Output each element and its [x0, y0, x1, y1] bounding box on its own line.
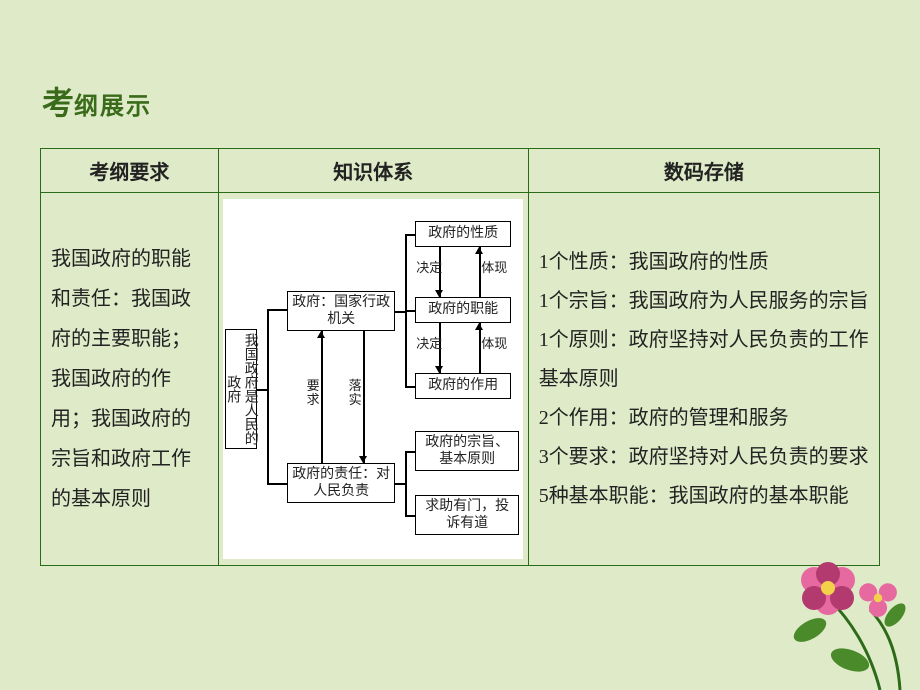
label-ref1: 体现 [481, 261, 507, 275]
label-require: 要求 [305, 379, 321, 408]
node-nature: 政府的性质 [415, 221, 511, 247]
storage-list: 1个性质：我国政府的性质1个宗旨：我国政府为人民服务的宗旨1个原则：政府坚持对人… [539, 243, 871, 516]
storage-item: 1个原则：政府坚持对人民负责的工作基本原则 [539, 321, 871, 399]
knowledge-diagram: 我国政府是人民的政府 政府：国家行政机关 政府的责任：对人民负责 要求 落实 [223, 199, 523, 559]
storage-item: 5种基本职能：我国政府的基本职能 [539, 477, 871, 516]
cell-diagram: 我国政府是人民的政府 政府：国家行政机关 政府的责任：对人民负责 要求 落实 [218, 193, 528, 566]
storage-item: 3个要求：政府坚持对人民负责的要求 [539, 438, 871, 477]
node-function: 政府的职能 [415, 297, 511, 323]
node-purpose: 政府的宗旨、基本原则 [415, 431, 519, 471]
header-col2: 知识体系 [218, 149, 528, 193]
table-body-row: 我国政府的职能和责任：我国政府的主要职能；我国政府的作用；我国政府的宗旨和政府工… [41, 193, 880, 566]
node-effect: 政府的作用 [415, 373, 511, 399]
node-gov-agency: 政府：国家行政机关 [287, 291, 395, 331]
node-gov-responsibility: 政府的责任：对人民负责 [287, 463, 395, 503]
table-header-row: 考纲要求 知识体系 数码存储 [41, 149, 880, 193]
label-ref2: 体现 [481, 337, 507, 351]
label-det2: 决定 [416, 337, 442, 351]
storage-item: 1个宗旨：我国政府为人民服务的宗旨 [539, 282, 871, 321]
section-title: 考纲展示 [42, 78, 152, 124]
storage-item: 2个作用：政府的管理和服务 [539, 399, 871, 438]
syllabus-table: 考纲要求 知识体系 数码存储 我国政府的职能和责任：我国政府的主要职能；我国政府… [40, 148, 880, 566]
label-fall: 落实 [347, 379, 363, 408]
cell-requirements: 我国政府的职能和责任：我国政府的主要职能；我国政府的作用；我国政府的宗旨和政府工… [41, 193, 219, 566]
cell-storage: 1个性质：我国政府的性质1个宗旨：我国政府为人民服务的宗旨1个原则：政府坚持对人… [528, 193, 879, 566]
title-rest: 纲展示 [74, 94, 152, 120]
node-root: 我国政府是人民的政府 [225, 329, 257, 449]
node-help: 求助有门，投诉有道 [415, 495, 519, 535]
storage-item: 1个性质：我国政府的性质 [539, 243, 871, 282]
label-det1: 决定 [416, 261, 442, 275]
header-col3: 数码存储 [528, 149, 879, 193]
header-col1: 考纲要求 [41, 149, 219, 193]
title-first: 考 [42, 85, 74, 121]
